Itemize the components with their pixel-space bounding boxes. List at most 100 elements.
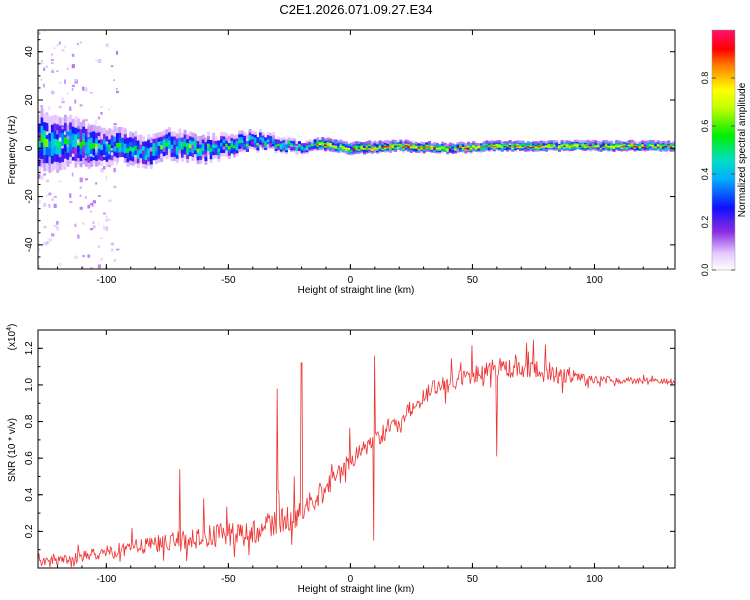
spectrogram-cell — [394, 140, 398, 143]
spectrogram-cell — [45, 241, 49, 245]
spectrogram-cell — [417, 144, 421, 148]
spectrogram-cell — [118, 141, 122, 148]
spectrogram-cell — [168, 147, 171, 153]
spectrogram-cell — [638, 142, 642, 146]
spectrogram-cell — [573, 139, 577, 143]
spectrogram-cell — [589, 140, 593, 144]
spectrogram-cell — [363, 152, 366, 155]
spectrogram-cell — [136, 157, 140, 164]
spectrogram-cell — [383, 140, 387, 143]
spectrogram-cell — [407, 141, 411, 145]
spectrogram-cell — [511, 145, 515, 148]
spectrogram-cell — [425, 148, 429, 151]
spectrogram-cell — [51, 147, 54, 156]
spectrogram-cell — [324, 148, 327, 152]
spectrogram-cell — [308, 145, 312, 149]
spectrogram-cell — [201, 153, 205, 159]
spectrogram-cell — [56, 226, 60, 231]
spectrogram-cell — [636, 148, 639, 151]
spectrogram-cell — [147, 143, 151, 149]
spectrogram-cell — [490, 144, 494, 147]
spectrogram-x-axis-label: Height of straight line (km) — [298, 285, 415, 296]
spectrogram-cell — [513, 144, 517, 148]
spectrogram-cell — [539, 148, 543, 152]
spectrogram-cell — [597, 146, 600, 149]
spectrogram-cell — [357, 144, 361, 148]
spectrogram-cell — [584, 148, 587, 151]
spectrogram-cell — [643, 144, 647, 148]
spectrogram-cell — [48, 155, 52, 165]
spectrogram-cell — [142, 145, 145, 151]
spectrogram-cell — [615, 142, 619, 146]
spectrogram-cell — [126, 156, 130, 163]
spectrogram-cell — [487, 149, 491, 152]
spectrogram-cell — [61, 97, 65, 102]
spectrogram-cell — [305, 149, 309, 152]
spectrogram-cell — [659, 146, 663, 149]
spectrogram-cell — [537, 149, 541, 152]
spectrogram-cell — [599, 149, 603, 152]
spectrogram-cell — [131, 137, 135, 143]
spectrogram-cell — [92, 225, 96, 229]
spectrogram-cell — [144, 154, 148, 160]
spectrogram-cell — [253, 144, 257, 148]
spectrogram-cell — [649, 139, 652, 143]
spectrogram-cell — [56, 145, 60, 155]
spectrogram-cell — [667, 144, 671, 147]
spectrogram-cell — [615, 144, 619, 147]
spectrogram-cell — [321, 142, 325, 145]
spectrogram-cell — [443, 145, 447, 148]
spectrogram-cell — [433, 147, 437, 151]
spectrogram-cell — [641, 148, 645, 151]
spectrogram-cell — [402, 150, 405, 153]
spectrogram-cell — [139, 134, 143, 141]
spectrogram-cell — [217, 143, 221, 149]
spectrogram-cell — [126, 161, 130, 168]
spectrogram-cell — [77, 131, 80, 139]
spectrogram-cell — [464, 147, 468, 150]
spectrogram-cell — [459, 141, 463, 144]
spectrogram-cell — [589, 147, 593, 150]
spectrogram-cell — [116, 90, 119, 94]
spectrogram-cell — [524, 144, 528, 147]
spectrogram-cell — [97, 147, 101, 155]
spectrogram-cell — [396, 145, 400, 149]
spectrogram-cell — [464, 148, 468, 151]
spectrogram-cell — [376, 151, 379, 154]
spectrogram-cell — [490, 146, 494, 150]
spectrogram-cell — [253, 131, 257, 135]
spectrogram-cell — [407, 144, 411, 148]
spectrogram-cell — [391, 141, 395, 144]
spectrogram-cell — [506, 143, 509, 147]
spectrogram-cell — [90, 228, 94, 231]
spectrogram-cell — [303, 149, 307, 153]
snr-y-tick-label: 0.6 — [24, 451, 35, 465]
spectrogram-cell — [565, 140, 569, 143]
spectrogram-cell — [378, 146, 382, 150]
spectrogram-cell — [121, 127, 125, 133]
spectrogram-cell — [43, 226, 47, 229]
spectrogram-cell — [508, 145, 512, 148]
spectrogram-cell — [191, 155, 195, 161]
spectrogram-cell — [342, 141, 346, 145]
spectrogram-cell — [342, 148, 346, 151]
spectrogram-cell — [503, 145, 507, 148]
spectrogram-cell — [56, 220, 59, 225]
spectrogram-cell — [342, 146, 346, 150]
spectrogram-cell — [646, 144, 650, 147]
spectrogram-cell — [399, 141, 403, 144]
spectrogram-cell — [326, 139, 330, 142]
spectrogram-cell — [628, 148, 632, 151]
spectrogram-cell — [155, 145, 158, 152]
spectrogram-cell — [84, 141, 88, 149]
spectrogram-cell — [100, 111, 103, 115]
spectrogram-cell — [77, 42, 79, 46]
spectrogram-cell — [201, 146, 205, 151]
spectrogram-cell — [53, 160, 57, 170]
spectrogram-cell — [266, 145, 270, 149]
spectrogram-cell — [100, 159, 104, 167]
spectrogram-cell — [61, 48, 65, 52]
colorbar-tick-label: 0.0 — [700, 264, 710, 277]
spectrogram-cell — [58, 161, 62, 171]
spectrogram-cell — [113, 125, 117, 132]
